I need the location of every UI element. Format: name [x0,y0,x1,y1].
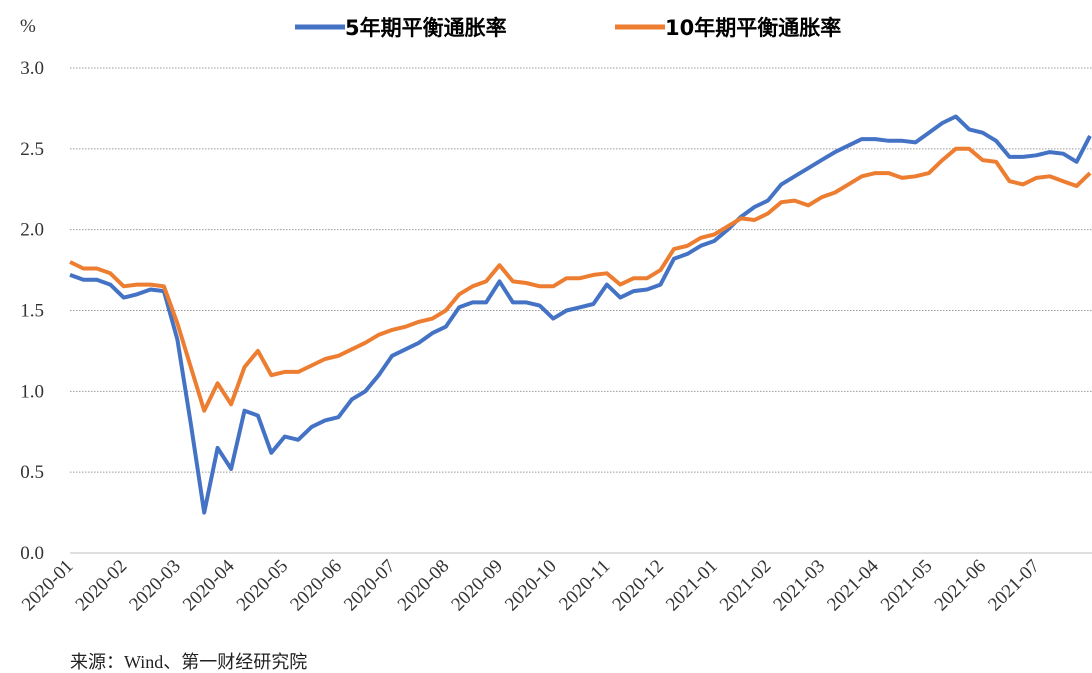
source-note: 来源：Wind、第一财经研究院 [70,652,307,672]
x-tick-label: 2021-03 [769,556,829,616]
series-line [69,146,1092,413]
x-tick-label: 2020-09 [447,556,507,616]
x-tick-label: 2021-02 [716,556,776,616]
x-tick-label: 2020-01 [18,556,78,616]
y-tick-label: 3.0 [20,58,44,79]
x-tick-label: 2021-01 [662,556,722,616]
x-tick-label: 2021-04 [823,555,883,615]
x-tick-label: 2020-12 [608,556,668,616]
y-tick-label: 2.0 [20,220,44,241]
x-tick-label: 2020-03 [125,556,185,616]
y-axis-label: % [20,16,36,37]
x-tick-label: 2020-05 [233,556,293,616]
x-tick-label: 2020-10 [501,556,561,616]
x-tick-label: 2021-07 [984,556,1044,616]
x-tick-label: 2020-02 [72,556,132,616]
legend-label: 10年期平衡通胀率 [665,16,841,40]
x-tick-label: 2020-06 [286,556,346,616]
x-tick-label: 2020-11 [555,556,614,615]
x-tick-label: 2020-04 [179,555,239,615]
y-tick-label: 2.5 [20,139,44,160]
y-tick-label: 1.5 [20,301,44,322]
legend-label: 5年期平衡通胀率 [345,16,507,40]
series-line [69,114,1092,515]
x-tick-label: 2020-08 [394,556,454,616]
y-tick-label: 0.0 [20,543,44,564]
y-tick-label: 1.0 [20,381,44,402]
x-tick-label: 2021-06 [931,556,991,616]
x-tick-label: 2021-05 [877,556,937,616]
y-tick-label: 0.5 [20,462,44,483]
x-tick-label: 2020-07 [340,556,400,616]
